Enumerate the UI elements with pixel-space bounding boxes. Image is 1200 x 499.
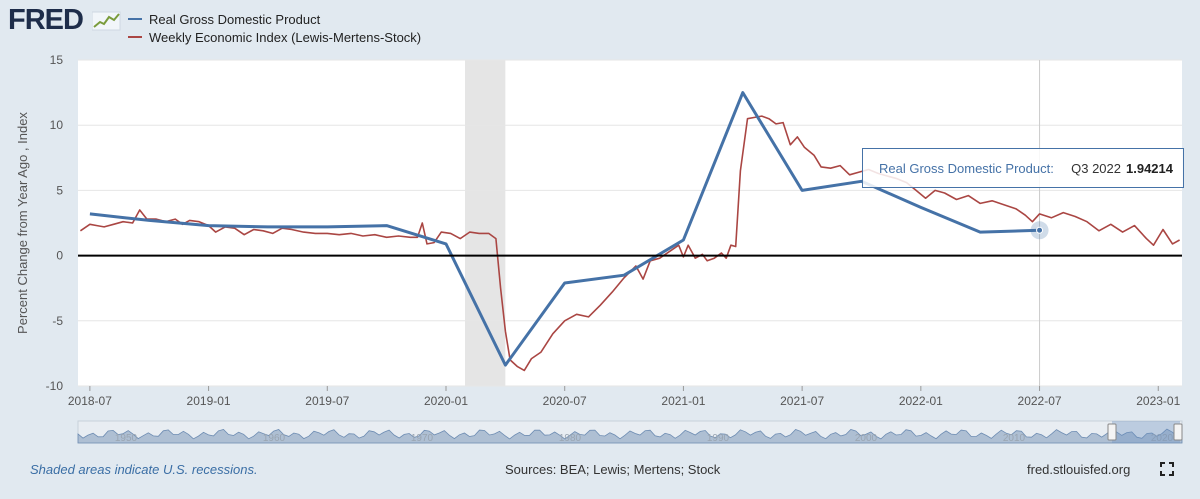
- x-tick-label: 2022-01: [899, 394, 943, 408]
- x-tick-label: 2019-01: [187, 394, 231, 408]
- x-tick-label: 2023-01: [1136, 394, 1180, 408]
- recession-note: Shaded areas indicate U.S. recessions.: [30, 462, 258, 477]
- legend-swatch-gdp: [128, 18, 142, 20]
- navigator-label: 1960: [263, 433, 286, 444]
- navigator-selection: [1112, 421, 1180, 443]
- legend-label-gdp: Real Gross Domestic Product: [149, 11, 321, 27]
- legend-item-gdp[interactable]: Real Gross Domestic Product: [128, 10, 421, 28]
- x-tick-label: 2021-01: [661, 394, 705, 408]
- x-tick-label: 2020-07: [543, 394, 587, 408]
- chart-legend: Real Gross Domestic Product Weekly Econo…: [128, 10, 421, 46]
- tooltip-date: Q3 2022: [1071, 160, 1121, 176]
- series-line-gdp: [89, 91, 1040, 367]
- y-tick-label: 10: [50, 118, 64, 132]
- y-tick-label: 0: [56, 249, 63, 263]
- hover-marker: [1036, 226, 1044, 234]
- x-tick-label: 2018-07: [68, 394, 112, 408]
- navigator-label: 2000: [855, 433, 878, 444]
- x-tick-label: 2022-07: [1018, 394, 1062, 408]
- fred-chart-icon: [91, 11, 121, 31]
- hover-tooltip: Real Gross Domestic Product: Q3 2022 1.9…: [862, 148, 1184, 188]
- navigator-handle-left[interactable]: [1107, 423, 1117, 441]
- y-tick-label: 15: [50, 53, 64, 67]
- tooltip-series: Real Gross Domestic Product:: [879, 160, 1054, 176]
- navigator-label: 1990: [707, 433, 730, 444]
- y-tick-label: -5: [52, 314, 63, 328]
- navigator-label: 2020: [1151, 433, 1174, 444]
- range-navigator[interactable]: 1950 1960 1970 1980 1990 2000 2010 2020: [77, 420, 1183, 444]
- legend-swatch-wei: [128, 36, 142, 38]
- gridlines: [78, 59, 1182, 387]
- site-link[interactable]: fred.stlouisfed.org: [1027, 462, 1131, 477]
- plot-background: [78, 60, 1182, 386]
- fred-logo[interactable]: FRED: [8, 4, 122, 37]
- navigator-label: 1950: [115, 433, 138, 444]
- x-tick-label: 2020-01: [424, 394, 468, 408]
- recession-layer: [464, 60, 506, 386]
- navigator-area: [77, 428, 1183, 444]
- fullscreen-icon[interactable]: [1160, 462, 1174, 476]
- legend-item-wei[interactable]: Weekly Economic Index (Lewis-Mertens-Sto…: [128, 28, 421, 46]
- fred-logo-text: FRED: [8, 4, 84, 36]
- y-tick-label: 5: [56, 183, 63, 197]
- recession-band: [464, 60, 506, 386]
- axis-layer: 15 10 5 0 -5 -10 2018-07 2019-01 2019-07 2020-01 2…: [46, 53, 1182, 408]
- x-tick-label: 2019-07: [305, 394, 349, 408]
- x-tick-label: 2021-07: [780, 394, 824, 408]
- series-layer: [79, 91, 1180, 372]
- navigator-label: 2010: [1003, 433, 1026, 444]
- navigator-label: 1980: [559, 433, 582, 444]
- legend-label-wei: Weekly Economic Index (Lewis-Mertens-Sto…: [149, 29, 422, 45]
- navigator-label: 1970: [411, 433, 434, 444]
- navigator-handle-right[interactable]: [1173, 423, 1183, 441]
- y-tick-label: -10: [46, 379, 64, 393]
- y-axis-label: Percent Change from Year Ago , Index: [15, 112, 30, 334]
- series-line-wei: [79, 115, 1180, 372]
- tooltip-value: 1.94214: [1126, 160, 1173, 176]
- sources-text: Sources: BEA; Lewis; Mertens; Stock: [505, 462, 721, 477]
